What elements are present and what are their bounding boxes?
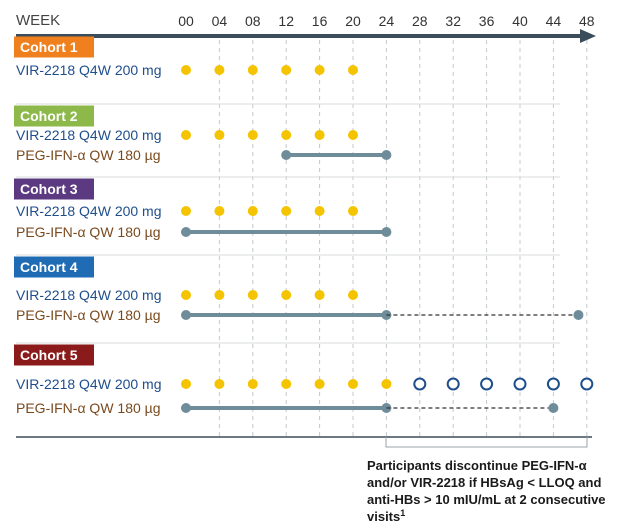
vir-dose-marker-week-20 (348, 290, 358, 300)
cohort-badge-label: Cohort 1 (20, 39, 78, 55)
vir-dose-marker-week-12 (281, 206, 292, 216)
vir-dose-marker-week-8 (247, 379, 258, 389)
tick-label-week-04: 04 (212, 13, 228, 29)
vir-dose-marker-week-16 (314, 206, 325, 216)
tick-label-week-16: 16 (312, 13, 328, 29)
week-axis-arrowhead (580, 29, 596, 43)
cohort-badge-label: Cohort 5 (20, 347, 78, 363)
tick-label-week-24: 24 (379, 13, 395, 29)
tick-label-week-36: 36 (479, 13, 495, 29)
peg-ifn-label: PEG-IFN-α QW 180 µg (16, 307, 161, 323)
tick-label-week-00: 00 (178, 13, 194, 29)
vir-dose-marker-week-20 (348, 206, 358, 216)
cohort-badge (14, 36, 94, 58)
cohort-rows: Cohort 1 VIR-2218 Q4W 200 mg Cohort 2 VIR-2… (14, 36, 594, 416)
vir-dose-marker-week-20 (348, 379, 358, 389)
vir-dose-marker-week-16 (314, 130, 325, 140)
discontinuation-note: Participants discontinue PEG-IFN-α and/or… (367, 458, 606, 524)
vir-dose-marker-week-0 (181, 130, 191, 140)
vir-dose-marker-week-16 (314, 290, 325, 300)
vir-2218-label: VIR-2218 Q4W 200 mg (16, 203, 162, 219)
note-superscript: 1 (400, 508, 405, 518)
vir-dose-marker-week-0 (181, 206, 191, 216)
peg-ifn-start-marker (181, 403, 191, 413)
vir-dose-marker-week-12 (281, 290, 292, 300)
tick-label-week-20: 20 (345, 13, 361, 29)
peg-ifn-start-marker (181, 310, 191, 320)
tick-label-week-44: 44 (546, 13, 562, 29)
vir-dose-marker-week-24 (381, 379, 392, 389)
vir-dose-marker-week-0 (181, 65, 191, 75)
cohort-row-3: Cohort 3 VIR-2218 Q4W 200 mg PEG-IFN-α QW … (14, 178, 392, 240)
peg-ifn-label: PEG-IFN-α QW 180 µg (16, 147, 161, 163)
vir-optional-dose-marker-week-36 (480, 377, 494, 391)
vir-dose-marker-week-16 (314, 379, 325, 389)
cohort-badge-label: Cohort 4 (20, 259, 78, 275)
peg-ifn-start-marker (181, 227, 191, 237)
peg-ifn-end-marker (381, 227, 392, 237)
cohort-badge (14, 256, 94, 278)
vir-dose-marker-week-8 (247, 206, 258, 216)
vir-optional-dose-marker-week-28 (413, 377, 427, 391)
vir-optional-dose-marker-week-44 (546, 377, 560, 391)
note-line-1: Participants discontinue PEG-IFN-α (367, 458, 587, 473)
week-axis: WEEK (16, 12, 596, 43)
vir-dose-marker-week-4 (214, 379, 225, 389)
vir-dose-marker-week-20 (348, 65, 358, 75)
vir-2218-label: VIR-2218 Q4W 200 mg (16, 127, 162, 143)
tick-label-week-28: 28 (412, 13, 428, 29)
peg-ifn-extension-end-marker (573, 310, 584, 320)
vir-dose-marker-week-20 (348, 130, 358, 140)
cohort-separators (16, 103, 560, 344)
vir-dose-marker-week-12 (281, 379, 292, 389)
vir-dose-marker-week-4 (214, 206, 225, 216)
vir-2218-label: VIR-2218 Q4W 200 mg (16, 62, 162, 78)
tick-label-week-40: 40 (512, 13, 528, 29)
cohort-badge (14, 344, 94, 366)
note-bracket (385, 437, 588, 448)
cohort-row-5: Cohort 5 VIR-2218 Q4W 200 mg PEG-IFN-α QW … (14, 344, 594, 416)
vir-dose-marker-week-12 (281, 130, 292, 140)
vir-dose-marker-week-4 (214, 65, 225, 75)
cohort-badge-label: Cohort 3 (20, 181, 78, 197)
peg-ifn-extension-end-marker (548, 403, 559, 413)
vir-dose-marker-week-8 (247, 290, 258, 300)
vir-dose-marker-week-8 (247, 65, 258, 75)
vir-dose-marker-week-0 (181, 290, 191, 300)
cohort-badge-label: Cohort 2 (20, 108, 78, 124)
vir-optional-dose-marker-week-40 (513, 377, 527, 391)
footer (16, 436, 592, 448)
week-axis-label: WEEK (16, 12, 60, 29)
cohort-badge (14, 105, 94, 127)
note-line-2: and/or VIR-2218 if HBsAg < LLOQ and (367, 475, 601, 490)
peg-ifn-end-marker (381, 150, 392, 160)
peg-ifn-start-marker (281, 150, 292, 160)
peg-ifn-label: PEG-IFN-α QW 180 µg (16, 400, 161, 416)
vir-dose-marker-week-12 (281, 65, 292, 75)
vir-dose-marker-week-4 (214, 290, 225, 300)
vir-2218-label: VIR-2218 Q4W 200 mg (16, 376, 162, 392)
week-tick-labels: 00 04 08 12 16 20 24 28 32 36 40 44 48 (178, 13, 595, 29)
cohort-row-4: Cohort 4 VIR-2218 Q4W 200 mg PEG-IFN-α QW … (14, 256, 584, 323)
tick-label-week-08: 08 (245, 13, 261, 29)
peg-ifn-label: PEG-IFN-α QW 180 µg (16, 224, 161, 240)
tick-label-week-32: 32 (445, 13, 461, 29)
cohort-badge (14, 178, 94, 200)
tick-label-week-48: 48 (579, 13, 595, 29)
vir-dose-marker-week-8 (247, 130, 258, 140)
tick-label-week-12: 12 (278, 13, 294, 29)
vir-dose-marker-week-4 (214, 130, 225, 140)
vir-optional-dose-marker-week-48 (580, 377, 594, 391)
note-line-3: anti-HBs > 10 mIU/mL at 2 consecutive (367, 492, 606, 507)
vir-dose-marker-week-16 (314, 65, 325, 75)
vir-dose-marker-week-0 (181, 379, 191, 389)
vir-2218-label: VIR-2218 Q4W 200 mg (16, 287, 162, 303)
cohort-row-1: Cohort 1 VIR-2218 Q4W 200 mg (14, 36, 358, 78)
week-gridlines (218, 40, 588, 437)
cohort-row-2: Cohort 2 VIR-2218 Q4W 200 mg PEG-IFN-α QW … (14, 105, 392, 163)
note-line-4: visits (367, 509, 400, 524)
vir-optional-dose-marker-week-32 (446, 377, 460, 391)
